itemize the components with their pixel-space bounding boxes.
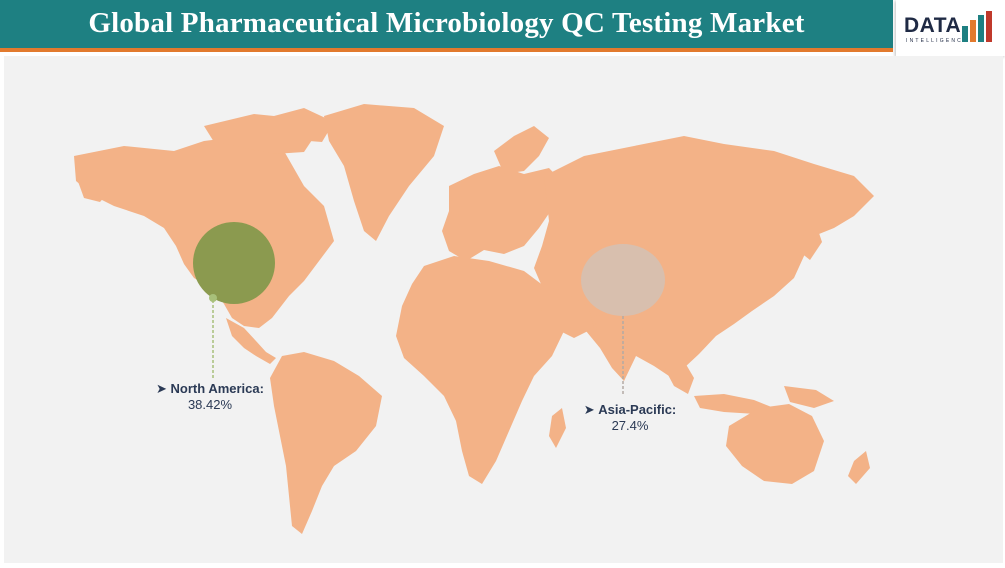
north-america-anchor-dot [209, 294, 217, 302]
alaska-landmass [76, 168, 114, 202]
bullet-arrow-icon: ➤ [583, 402, 599, 417]
map-area [4, 56, 1003, 563]
south-america-landmass [270, 352, 382, 534]
asia-pacific-label: ➤ Asia-Pacific: 27.4% [565, 402, 695, 433]
baffin-landmass [274, 108, 334, 142]
page-title: Global Pharmaceutical Microbiology QC Te… [88, 7, 805, 39]
uk-landmass [450, 188, 468, 216]
region-name: Asia-Pacific: [598, 402, 677, 417]
southeast-asia-landmass [664, 356, 694, 394]
north-america-label: ➤ North America: 38.42% [140, 381, 280, 412]
region-value: 38.42% [187, 397, 233, 412]
papua-landmass [784, 386, 834, 408]
asia-pacific-bubble [581, 244, 665, 316]
bullet-arrow-icon: ➤ [156, 381, 171, 396]
asia-landmass [534, 136, 874, 381]
header-bar: Global Pharmaceutical Microbiology QC Te… [0, 0, 893, 52]
logo-subtext: INTELLIGENCE [906, 38, 969, 44]
north-america-landmass [74, 136, 334, 328]
india-landmass [594, 311, 644, 381]
north-america-bubble [193, 222, 275, 304]
greenland-landmass [324, 104, 444, 241]
europe-landmass [442, 166, 564, 261]
indonesia-landmass [694, 394, 774, 414]
world-map [74, 104, 874, 534]
region-name: North America: [170, 381, 264, 396]
scandinavia-landmass [494, 126, 549, 174]
central-america-landmass [226, 318, 276, 364]
australia-landmass [726, 404, 824, 484]
logo-bars-icon [962, 11, 992, 42]
logo-text: DATA [904, 14, 962, 37]
madagascar-landmass [549, 408, 566, 448]
arabia-landmass [534, 284, 594, 338]
japan-landmass [800, 224, 822, 260]
new-zealand-landmass [848, 451, 870, 484]
region-value: 27.4% [611, 418, 649, 433]
africa-landmass [396, 256, 564, 484]
